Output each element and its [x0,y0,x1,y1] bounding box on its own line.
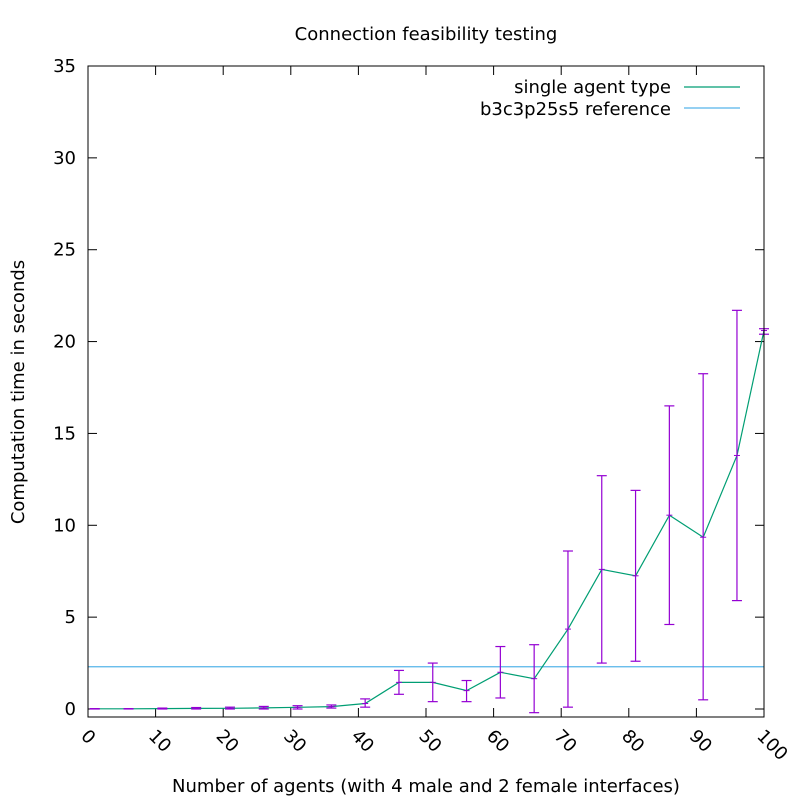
y-tick-label: 0 [65,699,76,720]
legend: single agent type b3c3p25s5 reference [480,77,740,120]
x-tick-label: 70 [550,726,581,757]
tick-labels: 0 5 10 15 20 25 30 35 0 10 20 30 40 50 60 70 80 90 100 [53,56,792,765]
y-tick-label: 15 [53,423,76,444]
x-tick-label: 0 [76,726,99,749]
x-tick-label: 100 [752,726,791,765]
x-tick-label: 40 [347,726,378,757]
x-axis-label: Number of agents (with 4 male and 2 fema… [172,776,680,797]
y-tick-label: 5 [65,607,76,628]
chart-title: Connection feasibility testing [295,24,558,45]
plot-frame [87,65,765,718]
series-line-single-agent-type [94,330,765,710]
y-tick-label: 25 [53,240,76,261]
y-tick-label: 30 [53,148,76,169]
legend-label-single-agent-type: single agent type [514,77,671,98]
x-tick-label: 20 [212,726,243,757]
y-tick-label: 20 [53,332,76,353]
y-tick-label: 35 [53,56,76,77]
plot-data [88,309,769,714]
y-tick-label: 10 [53,515,76,536]
tick-marks [87,65,765,717]
x-tick-label: 50 [414,726,445,757]
x-tick-label: 30 [279,726,310,757]
x-tick-label: 80 [617,726,648,757]
x-tick-label: 10 [144,726,175,757]
x-tick-label: 90 [685,726,716,757]
x-tick-label: 60 [482,726,513,757]
y-axis-label: Computation time in seconds [8,260,29,524]
legend-label-reference: b3c3p25s5 reference [480,99,671,120]
